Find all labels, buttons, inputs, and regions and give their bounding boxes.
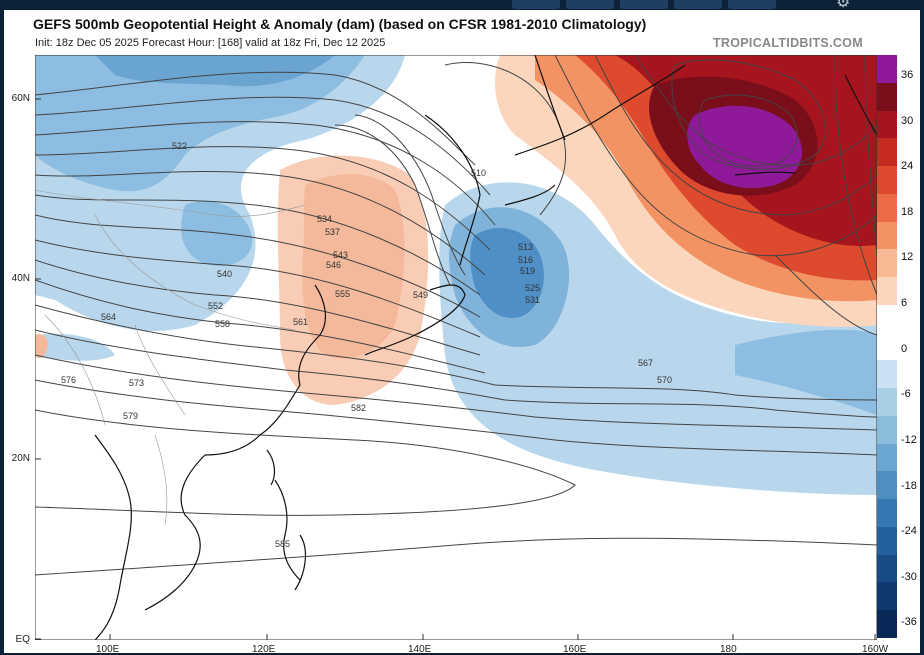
colorbar-segment	[877, 277, 897, 306]
colorbar-tick-label: 30	[901, 114, 914, 127]
colorbar-segment	[877, 610, 897, 639]
contour-label: 567	[638, 358, 653, 368]
colorbar-segment	[877, 471, 897, 500]
anomaly-map: 510 513 516 519 522 525 531 534 537 540 …	[35, 55, 877, 640]
colorbar-segment	[877, 82, 897, 111]
negative-anomaly-shading	[35, 55, 877, 495]
lat-label-20n: 20N	[11, 453, 30, 464]
colorbar-segment	[877, 249, 897, 278]
colorbar-segment	[877, 332, 897, 361]
contour-label: 579	[123, 411, 138, 421]
colorbar-tick-label: 6	[901, 297, 908, 310]
colorbar-tick-label: -36	[901, 616, 917, 629]
colorbar-tick-label: -6	[901, 388, 911, 401]
toolbar-button[interactable]	[728, 0, 776, 9]
lon-label-120e: 120E	[252, 644, 276, 655]
contour-label: 573	[129, 378, 144, 388]
contour-label: 570	[657, 375, 672, 385]
colorbar-tick-label: -12	[901, 433, 917, 446]
colorbar-segment	[877, 360, 897, 389]
lon-label-180: 180	[720, 644, 737, 655]
contour-label: 525	[525, 283, 540, 293]
contour-label: 543	[333, 250, 348, 260]
contour-labels: 510 513 516 519 522 525 531 534 537 540 …	[61, 141, 672, 549]
lon-label-160e: 160E	[563, 644, 587, 655]
contour-label: 546	[326, 260, 341, 270]
colorbar-segment	[877, 193, 897, 223]
colorbar-tick-label: 12	[901, 251, 914, 264]
colorbar-tick-label: -30	[901, 570, 917, 583]
lat-label-60n: 60N	[11, 93, 30, 104]
height-contours	[35, 55, 877, 576]
colorbar-segment	[877, 166, 897, 195]
colorbar-segment	[877, 443, 897, 472]
colorbar-tick-label: -24	[901, 525, 917, 538]
colorbar-segment	[877, 415, 897, 445]
graticule-ticks	[35, 98, 876, 640]
coastlines	[94, 55, 877, 640]
contour-label: 555	[335, 289, 350, 299]
toolbar-button[interactable]	[566, 0, 614, 9]
brand-watermark: TROPICALTIDBITS.COM	[713, 36, 863, 50]
colorbar-segment	[877, 388, 897, 417]
lat-label-40n: 40N	[11, 273, 30, 284]
contour-label: 531	[525, 295, 540, 305]
contour-label: 582	[351, 403, 366, 413]
contour-label: 552	[208, 301, 223, 311]
contour-label: 576	[61, 375, 76, 385]
country-borders	[35, 189, 306, 526]
toolbar-button[interactable]	[512, 0, 560, 9]
contour-label: 549	[413, 290, 428, 300]
contour-label: 540	[217, 269, 232, 279]
contour-label: 519	[520, 266, 535, 276]
colorbar-segment	[877, 304, 897, 334]
colorbar-segment	[877, 554, 897, 583]
contour-label: 537	[325, 227, 340, 237]
contour-label: 585	[275, 539, 290, 549]
lat-label-eq: EQ	[15, 634, 30, 645]
colorbar-tick-label: 36	[901, 69, 914, 81]
contour-label: 522	[172, 141, 187, 151]
colorbar-segment	[877, 582, 897, 611]
colorbar-tick-label: 18	[901, 205, 914, 218]
colorbar-segment	[877, 138, 897, 167]
anomaly-colorbar	[877, 55, 897, 639]
colorbar-segment	[877, 526, 897, 556]
toolbar-button[interactable]	[674, 0, 722, 9]
contour-label: 558	[215, 319, 230, 329]
colorbar-segment	[877, 499, 897, 528]
colorbar-tick-label: 0	[901, 342, 908, 355]
contour-label: 516	[518, 255, 533, 265]
contour-label: 534	[317, 214, 332, 224]
colorbar-tick-label: -18	[901, 479, 917, 492]
gear-icon[interactable]: ⚙	[836, 0, 851, 11]
toolbar-button[interactable]	[620, 0, 668, 9]
colorbar-segment	[877, 55, 897, 84]
lon-label-100e: 100E	[96, 644, 120, 655]
colorbar-segment	[877, 221, 897, 250]
map-subtitle: Init: 18z Dec 05 2025 Forecast Hour: [16…	[35, 37, 386, 49]
colorbar-segment	[877, 110, 897, 139]
top-toolbar: ⚙	[0, 0, 924, 11]
lon-label-140e: 140E	[408, 644, 432, 655]
contour-label: 510	[471, 168, 486, 178]
contour-label: 561	[293, 317, 308, 327]
colorbar-tick-label: 24	[901, 160, 914, 173]
contour-label: 513	[518, 242, 533, 252]
contour-label: 564	[101, 312, 116, 322]
lon-label-160w: 160W	[862, 644, 889, 655]
map-title: GEFS 500mb Geopotential Height & Anomaly…	[33, 16, 647, 32]
